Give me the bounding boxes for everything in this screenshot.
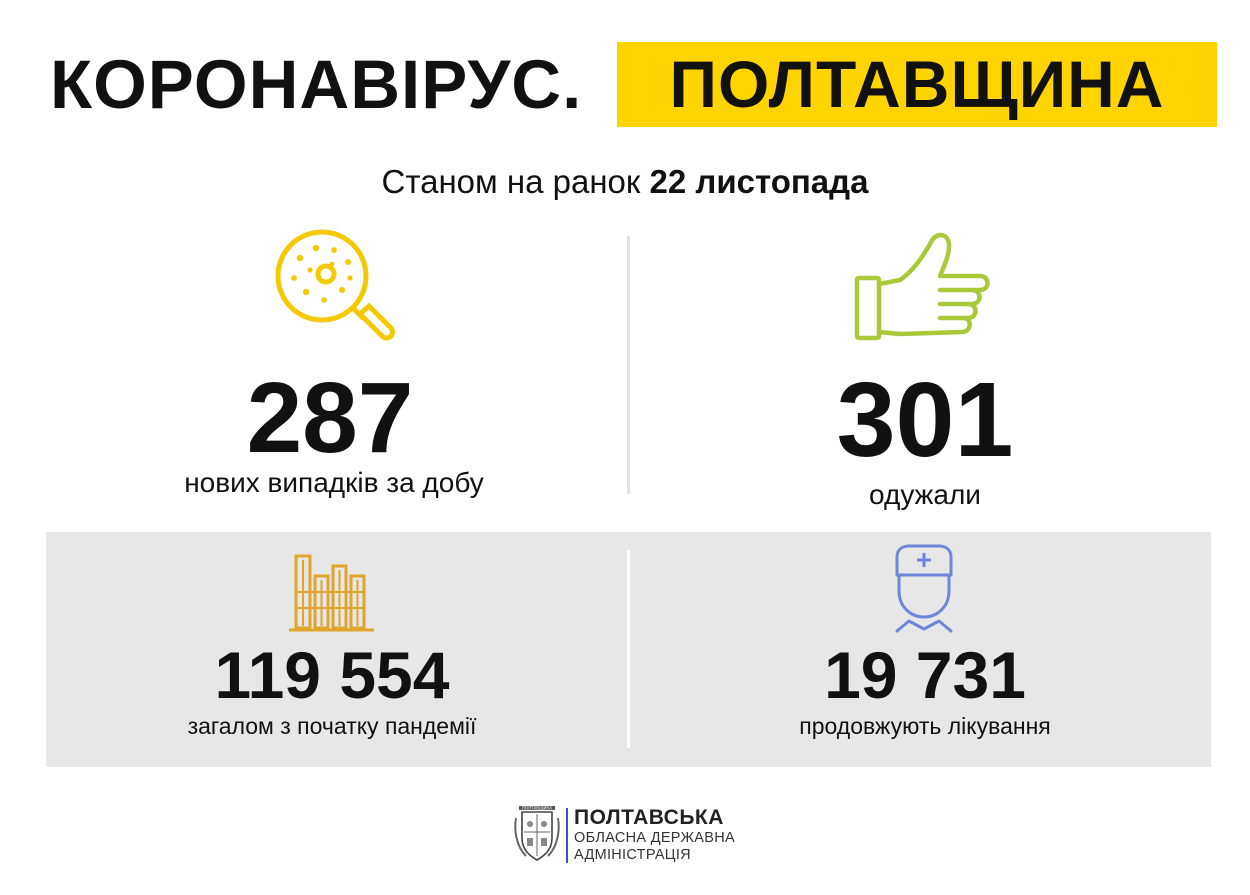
title-highlight-box [617, 42, 1217, 127]
new-cases-number: 287 [246, 362, 414, 474]
logo-divider [566, 808, 568, 863]
subtitle-date: 22 листопада [649, 163, 869, 200]
crest-caption: ПОЛТАВЩИНА [522, 806, 552, 811]
subtitle-prefix: Станом на ранок [381, 163, 641, 200]
regional-crest-icon: ПОЛТАВЩИНА [514, 806, 560, 861]
divider-top [627, 236, 630, 494]
thumbs-up-icon [854, 232, 990, 341]
total-cases-label: загалом з початку пандемії [187, 713, 477, 739]
new-cases-label: нових випадків за добу [184, 467, 484, 498]
virus-magnifier-icon [275, 229, 395, 341]
divider-bottom [627, 550, 630, 748]
org-name-line1: ПОЛТАВСЬКА [574, 806, 724, 829]
title-coronavirus: КОРОНАВІРУС. [50, 46, 583, 123]
recovered-number: 301 [836, 361, 1014, 479]
date-subtitle: Станом на ранок 22 листопада [0, 163, 1250, 201]
in-treatment-label: продовжують лікування [799, 713, 1051, 739]
org-name-line2: ОБЛАСНА ДЕРЖАВНА [574, 830, 735, 846]
recovered-label: одужали [869, 479, 981, 510]
in-treatment-number: 19 731 [824, 638, 1026, 712]
bar-chart-icon [289, 554, 374, 632]
title-region: ПОЛТАВЩИНА [669, 47, 1165, 121]
total-cases-number: 119 554 [214, 638, 450, 712]
org-name-line3: АДМІНІСТРАЦІЯ [574, 847, 691, 863]
doctor-icon [895, 544, 953, 633]
